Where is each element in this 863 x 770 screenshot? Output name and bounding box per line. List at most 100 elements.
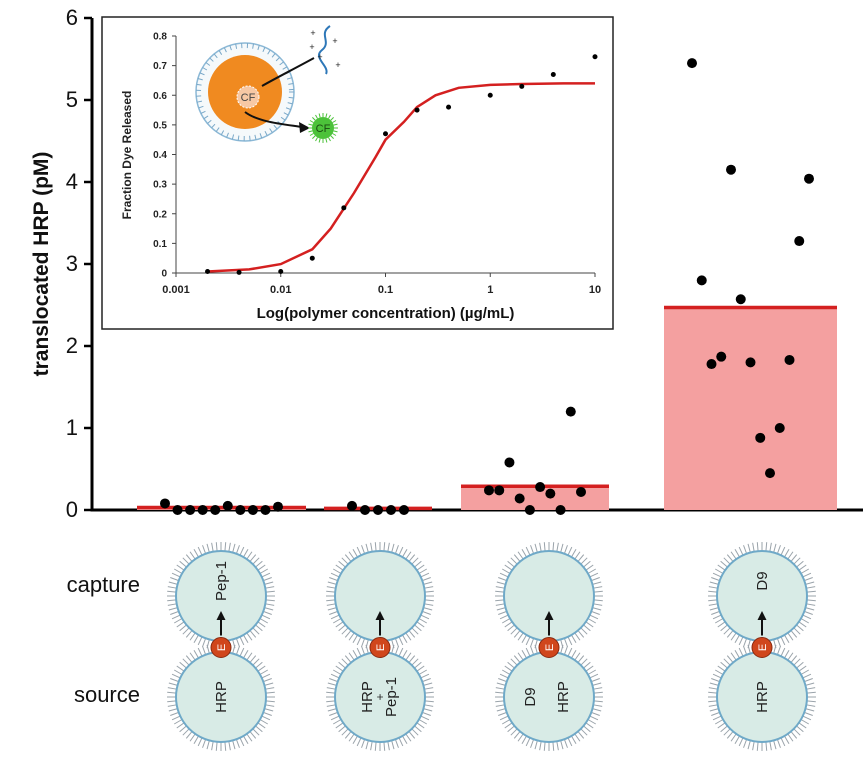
lipid-tail [417,723,424,728]
lipid-tail [735,650,740,658]
lipid-tail [198,547,202,555]
data-point [360,505,370,515]
lipid-tail [255,561,262,567]
lipid-tail [422,712,430,715]
lipid-tail [805,582,814,584]
lipid-tail [531,646,534,654]
charge-plus-icon: + [310,28,315,38]
lipid-tail [796,662,803,668]
lipid-tail [375,542,376,551]
lipid-tail [266,600,275,601]
lipid-tail [514,555,520,562]
lipid-tail [781,738,785,746]
data-point [545,489,555,499]
lipid-tail [225,742,226,751]
lipid-tail [540,741,542,750]
inset-data-point [488,93,493,98]
lipid-tail [497,683,506,685]
lipid-tail [339,625,346,631]
lipid-tail [362,646,365,654]
lipid-tail [781,648,785,656]
lipid-tail [721,625,728,631]
lipid-tail [514,731,520,738]
lipid-tail [739,637,743,645]
lipid-tail [508,726,515,732]
lipid-tail [735,635,740,643]
lipid-tail [366,639,368,648]
lipid-tail [572,549,577,557]
data-point [173,505,183,515]
lipid-tail [336,666,343,671]
inset-y-tick-label: 0 [161,269,167,280]
data-point [185,505,195,515]
lipid-tail [709,688,718,690]
lipid-tail [739,648,743,656]
lipid-tail [244,549,249,557]
lipid-tail [583,561,590,567]
lipid-tail [203,739,206,747]
lipid-tail [229,741,231,750]
data-point [687,58,697,68]
lipid-tail [250,630,256,637]
lipid-tail [744,739,747,747]
lipid-tail [258,565,265,570]
lipid-tail [799,723,806,728]
lipid-tail [578,731,584,738]
svg-text:HRP: HRP [555,681,572,713]
lipid-tail [331,573,339,577]
lipid-tail [327,688,336,690]
lipid-tail [186,656,192,663]
lipid-tail [805,709,814,711]
lipid-tail [216,542,217,551]
lipid-tail [535,544,537,553]
lipid-tail [329,679,337,682]
lipid-tail [207,639,209,648]
lipid-tail [588,720,596,725]
lipid-tail [421,615,429,619]
lipid-tail [392,544,394,553]
lipid-tail [578,555,584,562]
lipid-tail [526,547,530,555]
inset-data-point [415,108,420,113]
lipid-tail [375,742,376,751]
lipid-tail [710,582,719,584]
lipid-tail [198,738,202,746]
lipid-tail [708,701,717,702]
lipid-tail [718,666,725,671]
lipid-tail [194,650,199,658]
lipid-tail [169,709,178,711]
data-point [515,494,525,504]
lipid-tail [748,740,750,749]
lipid-tail [180,726,187,732]
bar [461,486,609,510]
lipid-tail [511,628,517,634]
lipid-tail [353,549,358,557]
dye-label: CF [241,92,256,104]
y-tick-label: 3 [66,251,78,276]
lipid-tail [349,633,354,640]
lipid-tail [508,625,515,631]
data-point [697,275,707,285]
lipid-tail [424,604,433,606]
lipid-tail [423,709,432,711]
data-point [535,482,545,492]
lipid-tail [724,659,730,665]
lipid-tail [250,731,256,738]
lipid-tail [183,628,189,634]
lipid-tail [336,622,343,627]
lipid-tail [264,683,273,685]
lipid-tail [194,635,199,643]
lipid-tail [419,569,427,574]
lipid-tail [496,688,505,690]
data-point [373,505,383,515]
lipid-tail [326,600,335,601]
lipid-tail [568,648,572,656]
lipid-tail [240,637,244,645]
lipid-tail [561,639,563,648]
lipid-tail [495,600,504,601]
lipid-tail [406,653,411,660]
lipid-tail [518,552,523,559]
inset-x-tick-label: 10 [589,284,601,296]
lipid-tail [388,741,390,750]
